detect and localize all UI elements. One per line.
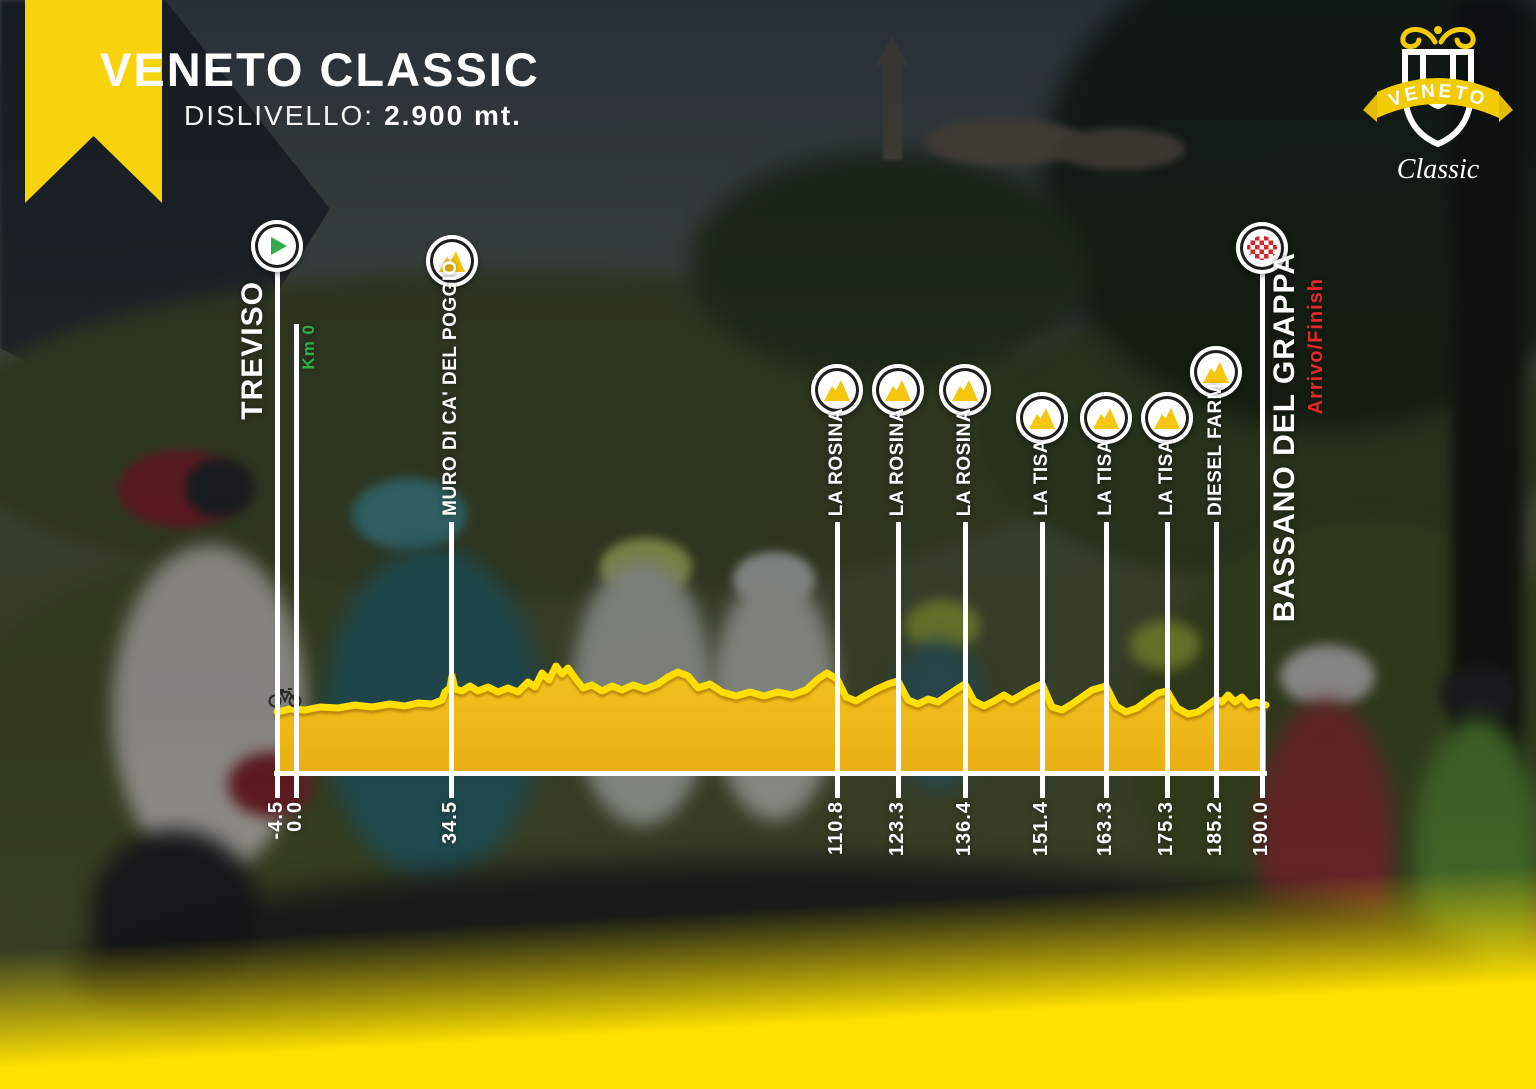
- marker-line-muro: [449, 522, 454, 798]
- axis-tick: 110.8: [825, 801, 847, 855]
- logo-banner-tail-left: [1363, 94, 1377, 122]
- marker-line-tisa-1: [1040, 522, 1045, 798]
- mountain-icon: [885, 380, 911, 401]
- climb-icon-rosina-2: [872, 364, 924, 416]
- mountain-icon: [824, 380, 850, 401]
- climb-label-rosina-2: LA ROSINA: [887, 407, 908, 516]
- play-icon: [271, 237, 287, 255]
- finish-label: BASSANO DEL GRAPPA: [1268, 251, 1301, 622]
- page-title: VENETO CLASSIC: [100, 43, 540, 96]
- mountain-icon: [952, 380, 978, 401]
- marker-line-rosina-3: [963, 522, 968, 798]
- marker-line-tisa-3: [1165, 522, 1170, 798]
- marker-line-rosina-1: [835, 522, 840, 798]
- logo-flourish-dot: [1434, 26, 1442, 34]
- climb-icon-muro: [426, 235, 478, 287]
- start-label: TREVISO: [236, 281, 269, 420]
- climb-label-diesel: DIESEL FARM: [1205, 383, 1226, 516]
- climb-label-rosina-3: LA ROSINA: [954, 407, 975, 516]
- elevation-label: DISLIVELLO:: [184, 100, 375, 131]
- mountain-icon: [439, 251, 465, 272]
- km0-label: Km 0: [299, 324, 318, 370]
- axis-tick: 151.4: [1030, 801, 1052, 857]
- climb-label-rosina-1: LA ROSINA: [826, 407, 847, 516]
- logo-banner-tail-right: [1499, 94, 1513, 122]
- marker-line-finish: [1260, 272, 1265, 798]
- start-icon: [251, 220, 303, 272]
- climb-icon-tisa-2: [1080, 392, 1132, 444]
- marker-line-rosina-2: [896, 522, 901, 798]
- axis-tick: 34.5: [439, 801, 461, 844]
- climb-icon-rosina-1: [811, 364, 863, 416]
- mountain-icon: [1154, 408, 1180, 429]
- logo-flourish-icon: [1400, 27, 1476, 49]
- climb-icon-tisa-3: [1141, 392, 1193, 444]
- mountain-icon: [1029, 408, 1055, 429]
- elevation-value: 2.900 mt.: [384, 100, 522, 131]
- axis-tick: 123.3: [886, 801, 908, 857]
- logo-banner: [1377, 78, 1499, 118]
- marker-line-tisa-2: [1104, 522, 1109, 798]
- climb-label-tisa-3: LA TISA: [1156, 439, 1177, 516]
- climb-label-tisa-1: LA TISA: [1031, 439, 1052, 516]
- climb-label-tisa-2: LA TISA: [1095, 439, 1116, 516]
- finish-icon: [1236, 222, 1288, 274]
- elevation-subtitle: DISLIVELLO: 2.900 mt.: [184, 100, 522, 132]
- veneto-classic-logo: VENETO Classic: [1363, 26, 1513, 185]
- climb-label-muro: MURO DI CA' DEL POGGIO: [440, 260, 461, 516]
- marker-line-km0: [294, 324, 299, 798]
- axis-tick: 136.4: [953, 801, 975, 857]
- checkered-flag-icon: [1247, 236, 1277, 260]
- climb-icon-diesel: [1190, 346, 1242, 398]
- finish-sublabel: Arrivo/Finish: [1305, 277, 1327, 414]
- logo-subtitle: Classic: [1397, 154, 1480, 185]
- mountain-icon: [1203, 362, 1229, 383]
- marker-line-start: [275, 272, 280, 798]
- marker-line-diesel: [1214, 522, 1219, 798]
- axis-tick: 163.3: [1094, 801, 1116, 857]
- mountain-icon: [1093, 408, 1119, 429]
- axis-tick: 0.0: [284, 801, 306, 832]
- climb-icon-tisa-1: [1016, 392, 1068, 444]
- climb-icon-rosina-3: [939, 364, 991, 416]
